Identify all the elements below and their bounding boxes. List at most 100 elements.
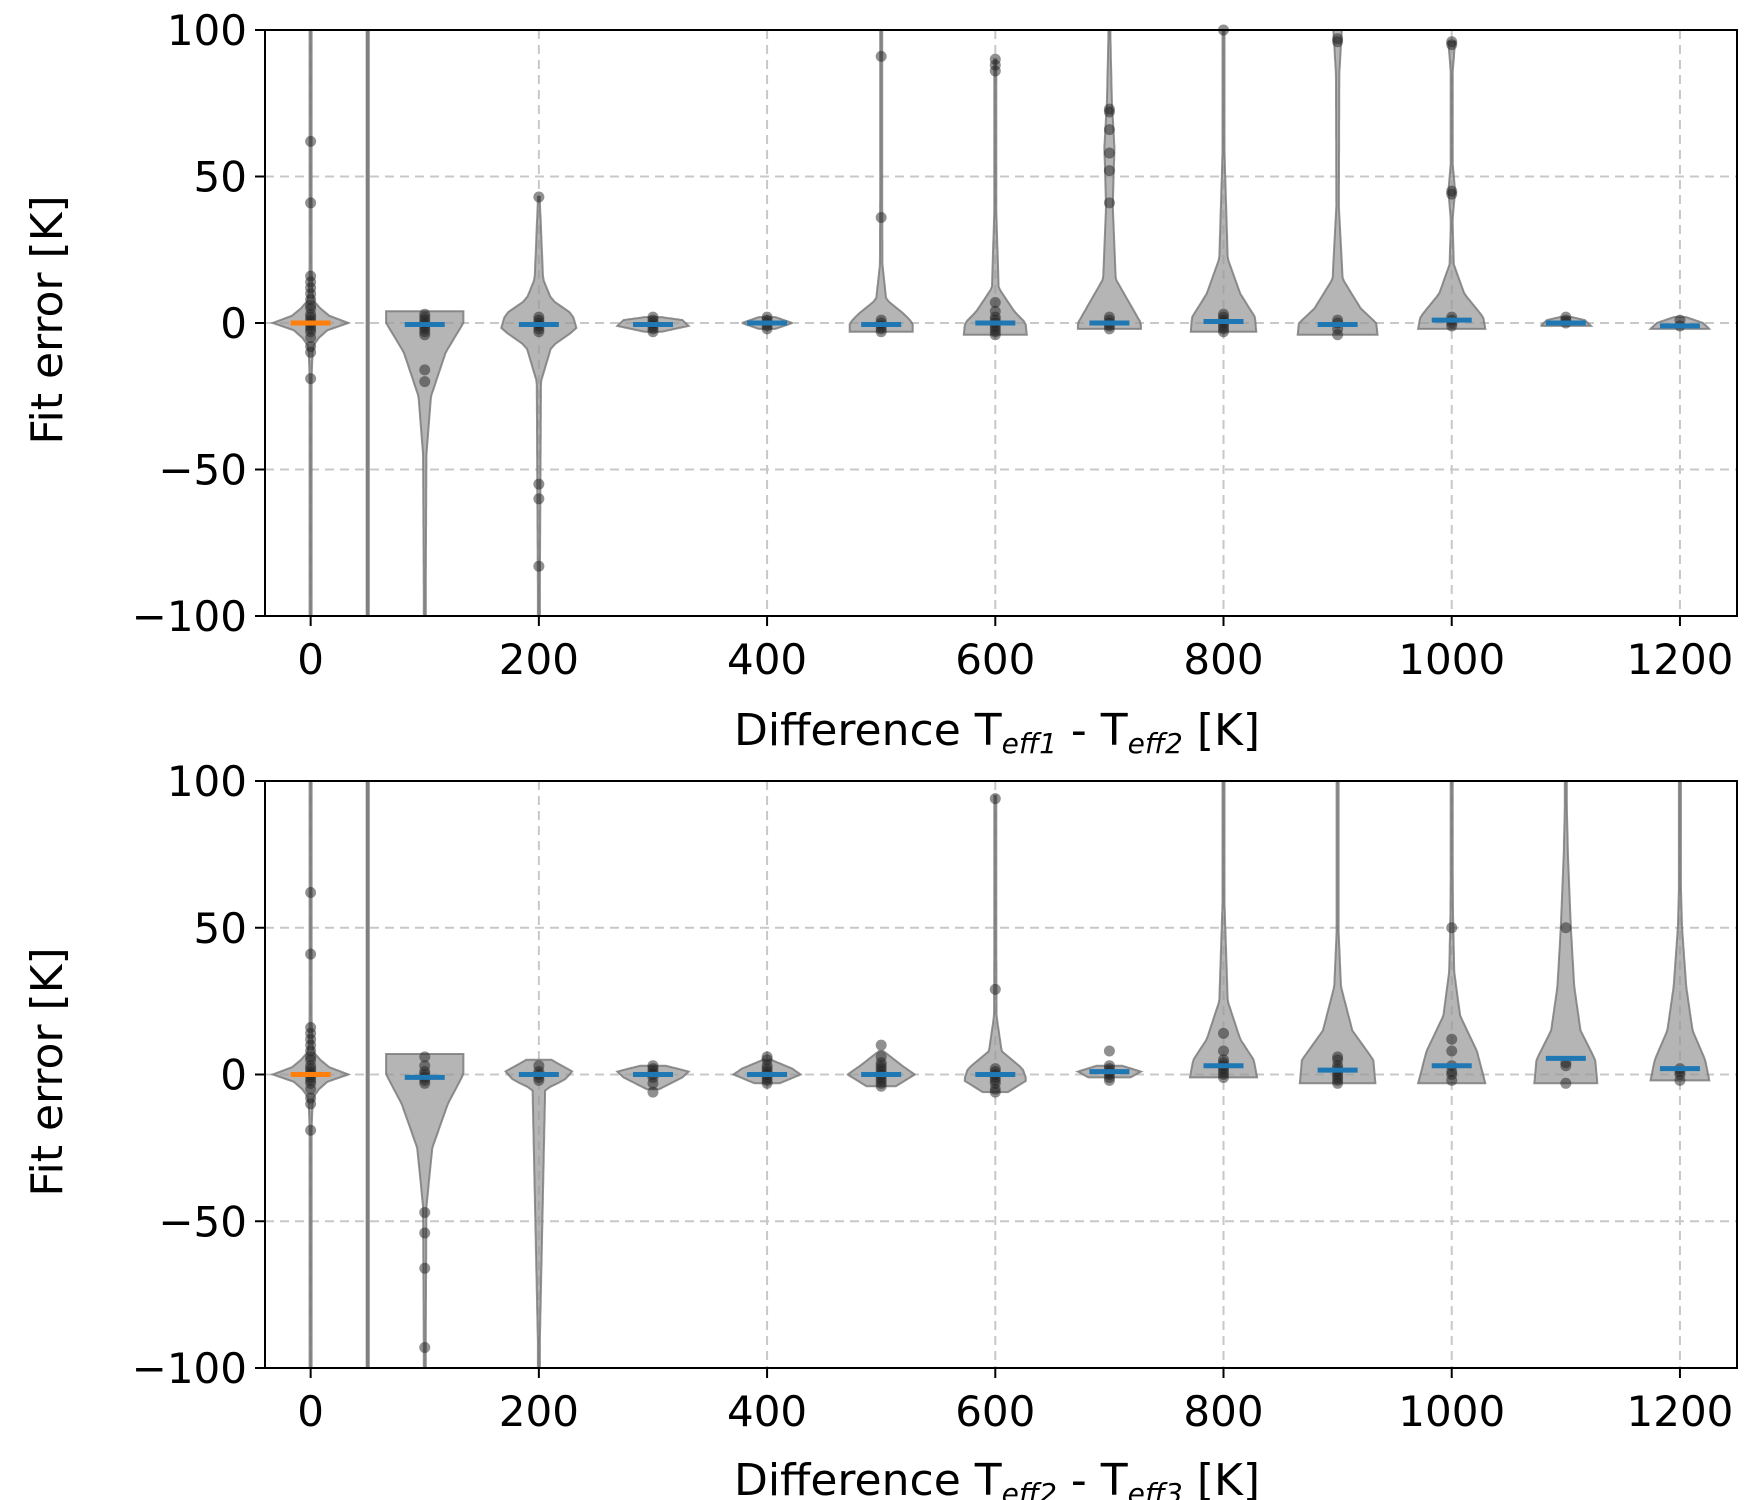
top-xtick-label-1000: 1000	[1398, 635, 1505, 684]
top-point-500-0	[875, 50, 887, 62]
top-point-100-9	[419, 376, 431, 388]
top-point-700-4	[1103, 165, 1115, 177]
bottom-point-600-9	[989, 1086, 1001, 1098]
bottom-x-label-sub2: eff3	[1128, 1477, 1183, 1500]
top-x-label-prefix: Difference T	[734, 705, 1002, 756]
top-y-axis-label: Fit error [K]	[22, 195, 73, 444]
bottom-x-label-mid: - T	[1057, 1455, 1128, 1500]
top-x-label-sub1: eff1	[1002, 727, 1057, 760]
top-ytick-label-0: 100	[167, 6, 247, 55]
bottom-xtick-label-1200: 1200	[1627, 1387, 1734, 1436]
bottom-point-1000-0	[1446, 922, 1458, 934]
bottom-violin-200	[504, 1058, 574, 1369]
top-ytick-label-2: 0	[220, 299, 247, 348]
bottom-point-500-10	[875, 1080, 887, 1092]
top-x-label-sub2: eff2	[1128, 727, 1183, 760]
top-ytick-label-4: −100	[132, 592, 247, 641]
bottom-point-100-7	[419, 1206, 431, 1218]
top-violin-200	[500, 196, 578, 617]
top-point-900-1	[1332, 36, 1344, 48]
bottom-x-label-sub1: eff2	[1002, 1477, 1057, 1500]
bottom-point-1000-6	[1446, 1074, 1458, 1086]
bottom-point-1000-2	[1446, 1045, 1458, 1057]
bottom-point-1100-2	[1560, 1060, 1572, 1072]
top-point-400-4	[761, 323, 773, 335]
top-point-700-3	[1103, 147, 1115, 159]
top-point-600-3	[989, 296, 1001, 308]
top-point-600-11	[989, 329, 1001, 341]
bottom-violin-900	[1298, 780, 1377, 1085]
bottom-y-axis-label: Fit error [K]	[22, 947, 73, 1196]
bottom-panel: 100 50 0 −50 −100 0 200 400 600 800 1000 1200 Fit …	[22, 757, 1738, 1500]
top-point-0-18	[305, 346, 317, 358]
bottom-point-300-6	[647, 1086, 659, 1098]
top-panel: 100 50 0 −50 −100 0 200 400 600 800 1000 1200 Fit …	[22, 6, 1738, 760]
bottom-point-0-1	[305, 948, 317, 960]
top-point-200-7	[533, 478, 545, 490]
top-point-200-0	[533, 191, 545, 203]
bottom-point-800-0	[1218, 1027, 1230, 1039]
top-x-ticks: 0 200 400 600 800 1000 1200	[297, 616, 1733, 684]
bottom-ytick-label-1: 50	[194, 904, 247, 953]
bottom-y-ticks: 100 50 0 −50 −100	[132, 757, 265, 1393]
top-xtick-label-800: 800	[1183, 635, 1263, 684]
top-point-0-1	[305, 197, 317, 209]
top-point-100-7	[419, 329, 431, 341]
top-violin-100	[385, 310, 465, 617]
top-point-1000-3	[1446, 188, 1458, 200]
bottom-point-100-8	[419, 1227, 431, 1239]
bottom-point-100-0	[419, 1051, 431, 1063]
bottom-x-label-suffix: [K]	[1183, 1455, 1260, 1500]
top-x-axis-label: Difference Teff1 - Teff2 [K]	[734, 705, 1260, 760]
top-point-700-5	[1103, 197, 1115, 209]
bottom-point-500-0	[875, 1039, 887, 1051]
top-point-1000-7	[1446, 320, 1458, 332]
top-xtick-label-400: 400	[727, 635, 807, 684]
bottom-point-0-18	[305, 1098, 317, 1110]
bottom-xtick-label-600: 600	[955, 1387, 1035, 1436]
top-point-900-5	[1332, 329, 1344, 341]
bottom-ytick-label-0: 100	[167, 757, 247, 806]
top-point-0-16	[305, 332, 317, 344]
bottom-medians	[290, 1055, 1700, 1080]
top-xtick-label-200: 200	[499, 635, 579, 684]
top-violin-1000	[1416, 40, 1487, 330]
top-violin-900	[1296, 29, 1379, 336]
top-point-500-1	[875, 212, 887, 224]
bottom-xtick-label-200: 200	[499, 1387, 579, 1436]
bottom-xtick-label-0: 0	[297, 1387, 324, 1436]
bottom-x-axis-label: Difference Teff2 - Teff3 [K]	[734, 1455, 1260, 1500]
bottom-point-700-6	[1103, 1074, 1115, 1086]
top-x-label-mid: - T	[1057, 705, 1128, 756]
bottom-xtick-label-800: 800	[1183, 1387, 1263, 1436]
bottom-point-100-10	[419, 1341, 431, 1353]
bottom-point-1200-3	[1674, 1074, 1686, 1086]
top-point-100-8	[419, 364, 431, 376]
top-point-0-19	[305, 373, 317, 385]
bottom-point-0-19	[305, 1124, 317, 1136]
bottom-xtick-label-1000: 1000	[1398, 1387, 1505, 1436]
bottom-point-0-16	[305, 1083, 317, 1095]
top-point-600-2	[989, 65, 1001, 77]
bottom-point-700-0	[1103, 1045, 1115, 1057]
bottom-point-800-1	[1218, 1045, 1230, 1057]
bottom-xtick-label-400: 400	[727, 1387, 807, 1436]
top-ytick-label-1: 50	[194, 153, 247, 202]
top-point-500-6	[875, 326, 887, 338]
bottom-ytick-label-2: 0	[220, 1051, 247, 1100]
bottom-x-label-prefix: Difference T	[734, 1455, 1002, 1500]
top-medians	[290, 317, 1700, 329]
bottom-point-200-4	[533, 1074, 545, 1086]
top-ytick-label-3: −50	[158, 446, 247, 495]
top-xtick-label-600: 600	[955, 635, 1035, 684]
top-point-0-0	[305, 135, 317, 147]
bottom-point-1000-1	[1446, 1033, 1458, 1045]
top-point-700-10	[1103, 323, 1115, 335]
top-violin-500	[848, 29, 914, 333]
bottom-violin-1200	[1649, 780, 1711, 1082]
bottom-point-1100-0	[1560, 922, 1572, 934]
bottom-point-600-0	[989, 793, 1001, 805]
top-point-700-1	[1103, 106, 1115, 118]
bottom-violin-600	[963, 794, 1027, 1094]
